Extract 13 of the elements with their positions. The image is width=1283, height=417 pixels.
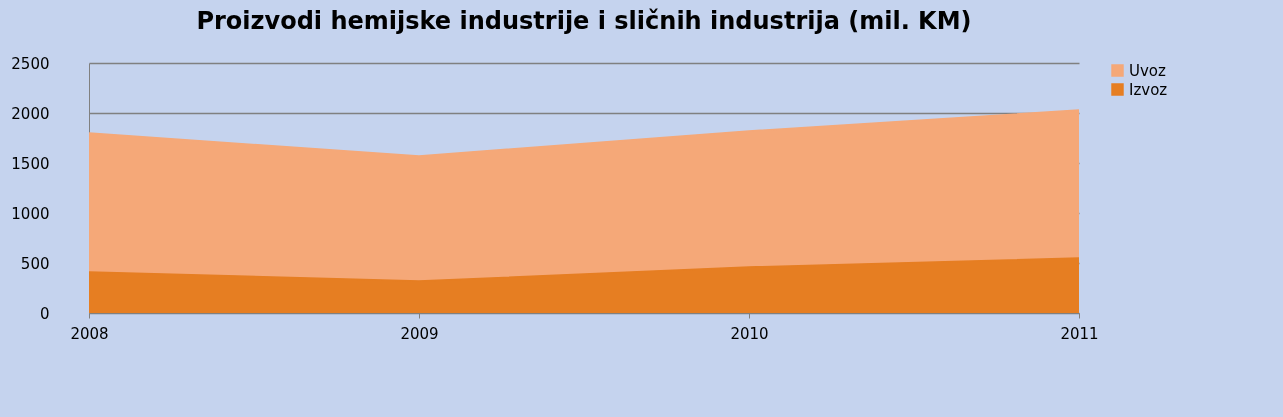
x-tick-label: 2009 [400,324,439,343]
y-tick-label: 1000 [11,204,50,223]
y-tick-label: 0 [39,304,50,323]
x-tick-label: 2008 [70,324,109,343]
y-tick-label: 500 [20,254,50,273]
chart-title: Proizvodi hemijske industrije i sličnih industrija (mil. KM) [196,7,972,35]
y-tick-label: 2000 [11,104,50,123]
x-tick-label: 2011 [1060,324,1099,343]
legend-label: Uvoz [1129,61,1167,80]
legend-label: Izvoz [1129,80,1168,99]
y-tick-label: 2500 [11,54,50,73]
x-tick-label: 2010 [730,324,769,343]
y-tick-label: 1500 [11,154,50,173]
